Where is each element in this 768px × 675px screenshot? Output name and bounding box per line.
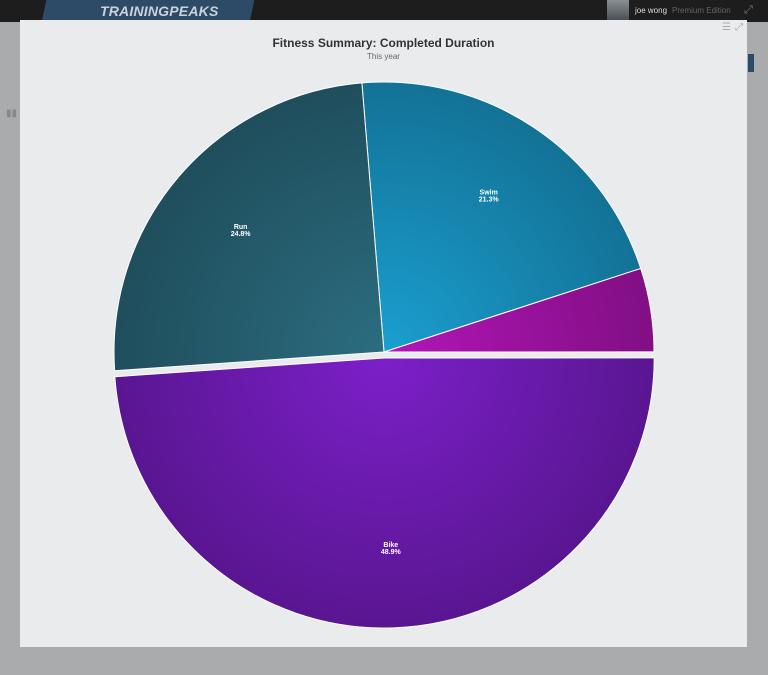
data-label-name: Swim — [480, 190, 498, 197]
data-label-name: Bike — [383, 542, 398, 549]
data-label-value: 48.9% — [381, 549, 402, 556]
pie-slice-bike[interactable] — [114, 357, 655, 629]
data-label-name: Run — [234, 224, 248, 231]
edition-label: Premium Edition — [672, 6, 731, 15]
side-button[interactable] — [748, 54, 754, 72]
hamburger-menu-icon[interactable]: ☰ — [722, 22, 731, 33]
expand-icon[interactable]: ⤢ — [744, 4, 753, 16]
user-name[interactable]: joe wong — [635, 6, 668, 15]
data-label-value: 24.8% — [231, 231, 252, 238]
top-bar: TRAININGPEAKS joe wong Premium Edition ⤢ — [0, 0, 768, 22]
pie-slice-swim[interactable] — [361, 81, 642, 353]
chart-icon[interactable]: ▮▮ — [6, 108, 18, 119]
pie-slice-run[interactable] — [113, 82, 385, 372]
logo[interactable]: TRAININGPEAKS — [100, 3, 219, 19]
avatar[interactable] — [607, 0, 629, 20]
pie-slice-other[interactable] — [383, 267, 655, 353]
chart-title: Fitness Summary: Completed Duration — [272, 36, 495, 50]
expand-icon[interactable]: ⤢ — [735, 22, 743, 33]
chart-subtitle: This year — [367, 52, 400, 61]
data-label-value: 21.3% — [479, 197, 500, 204]
chart-modal: Fitness Summary: Completed Duration This… — [20, 20, 747, 647]
